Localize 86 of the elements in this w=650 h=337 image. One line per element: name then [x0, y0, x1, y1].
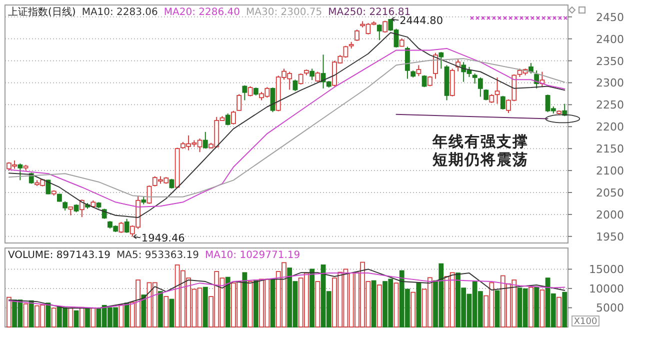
- bar: [6, 296, 12, 328]
- y-axis-title: X100: [574, 317, 598, 327]
- candlestick: [225, 112, 230, 126]
- y-tick-label: 10000: [589, 282, 624, 296]
- candlestick: [376, 24, 382, 41]
- text: MA10: 2283.06: [82, 7, 158, 18]
- bar: [28, 300, 34, 328]
- candlestick: [494, 76, 500, 104]
- candlestick: [298, 73, 304, 85]
- bar: [410, 292, 416, 328]
- annotation: 1949.46: [141, 232, 186, 245]
- y-tick-label: 5000: [596, 302, 624, 315]
- y-tick-label: 2150: [596, 142, 624, 156]
- candlestick: [236, 94, 242, 112]
- bar: [164, 296, 169, 328]
- y-tick-label: 2350: [596, 54, 624, 68]
- candlestick: [500, 95, 506, 110]
- bar: [242, 272, 248, 328]
- bar: [74, 310, 79, 328]
- bar: [253, 280, 258, 328]
- bar: [315, 281, 320, 328]
- candlestick: [118, 221, 124, 234]
- y-tick-label: 2050: [596, 186, 624, 200]
- candlestick: [292, 79, 298, 92]
- candlestick: [472, 73, 478, 84]
- candlestick: [202, 131, 208, 150]
- bar: [118, 304, 124, 328]
- bar: [225, 276, 230, 328]
- bar: [556, 296, 562, 328]
- bar: [85, 308, 90, 328]
- y-tick-label: 2450: [596, 10, 624, 24]
- chart-title: VOLUME: 897143.19: [8, 250, 110, 261]
- text: MA30: 2300.75: [246, 7, 322, 18]
- bar: [394, 282, 399, 328]
- candlestick: [248, 86, 253, 97]
- annotation: 年线有强支撑: [432, 132, 529, 150]
- chart-title: 上证指数(日线): [8, 6, 76, 18]
- bar: [540, 290, 545, 328]
- candlestick: [354, 29, 360, 42]
- bar: [79, 306, 84, 328]
- bar: [376, 284, 382, 328]
- bar: [51, 308, 56, 328]
- bar: [23, 303, 28, 328]
- y-tick-label: 2250: [596, 98, 624, 112]
- bar: [141, 294, 146, 328]
- candlestick: [124, 218, 130, 234]
- y-tick-label: 2400: [596, 32, 624, 46]
- bar: [528, 286, 534, 328]
- series-label: MA5: 953363.19: [116, 250, 199, 261]
- text: MA20: 2286.40: [164, 7, 240, 18]
- bar: [270, 278, 276, 328]
- bar: [124, 302, 130, 328]
- y-tick-label: 2300: [596, 76, 624, 90]
- candlestick: [315, 71, 320, 82]
- candlestick: [478, 76, 483, 98]
- bar: [202, 286, 208, 328]
- candlestick: [169, 178, 174, 190]
- y-tick-label: 2100: [596, 164, 624, 178]
- bar: [494, 290, 500, 328]
- bar: [310, 268, 314, 328]
- bar: [158, 291, 163, 328]
- bar: [90, 308, 96, 328]
- y-tick-label: 2000: [596, 208, 624, 222]
- candlestick: [416, 64, 422, 77]
- candlestick: [405, 46, 410, 80]
- bar: [68, 308, 74, 328]
- bar: [248, 281, 253, 328]
- candlestick: [310, 68, 314, 81]
- bar: [371, 280, 376, 328]
- y-tick-label: 15000: [589, 263, 624, 276]
- y-tick-label: 1950: [596, 230, 624, 244]
- candlestick: [534, 70, 540, 89]
- candlestick: [62, 200, 68, 212]
- annotation: 2444.80: [400, 15, 444, 28]
- bar: [534, 286, 540, 328]
- candlestick: [242, 84, 248, 101]
- bar: [416, 282, 422, 328]
- candlestick: [438, 51, 444, 70]
- series-label: MA10: 1029771.19: [204, 250, 300, 261]
- bar: [169, 298, 174, 328]
- candlestick: [79, 199, 84, 218]
- candlestick: [18, 163, 23, 181]
- bar: [562, 292, 568, 328]
- y-tick-label: 2200: [596, 120, 624, 134]
- annotation: 短期仍将震荡: [432, 150, 529, 168]
- candlestick: [231, 110, 236, 125]
